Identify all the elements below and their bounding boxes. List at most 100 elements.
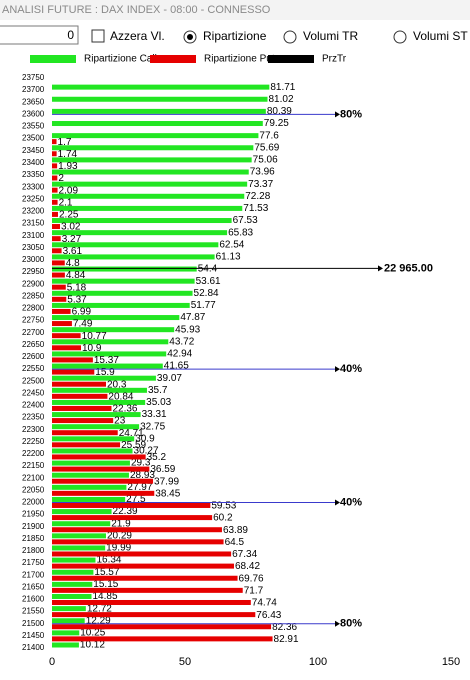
data-label: 20.29 (107, 530, 132, 541)
bar (52, 624, 272, 630)
data-label: 80.39 (267, 106, 292, 117)
y-tick-label: 22850 (22, 291, 45, 300)
y-tick-label: 22450 (22, 388, 45, 397)
bar (52, 357, 93, 363)
bar (52, 187, 58, 193)
y-tick-label: 23150 (22, 219, 45, 228)
radio-label[interactable]: Ripartizione (203, 29, 267, 43)
data-label: 71.53 (243, 203, 268, 214)
data-label: 21.9 (111, 518, 131, 529)
x-tick-label: 150 (442, 656, 460, 668)
y-tick-label: 22150 (22, 461, 45, 470)
data-label: 67.34 (232, 549, 257, 560)
bar (52, 224, 61, 230)
bar (52, 169, 249, 175)
bar (52, 302, 190, 308)
y-tick-label: 22650 (22, 340, 45, 349)
arrow-head (335, 620, 340, 627)
y-tick-label: 22550 (22, 364, 45, 373)
data-label: 2 (58, 173, 64, 184)
data-label: 15.37 (94, 355, 119, 366)
bar (52, 248, 62, 254)
y-tick-label: 22200 (22, 449, 45, 458)
legend-swatch (150, 55, 196, 63)
bar (52, 327, 175, 333)
y-tick-label: 23300 (22, 182, 45, 191)
data-label: 30.27 (134, 446, 159, 457)
bar (52, 375, 156, 381)
y-tick-label: 23050 (22, 243, 45, 252)
y-tick-label: 22350 (22, 413, 45, 422)
data-label: 61.13 (216, 252, 241, 263)
data-label: 15.57 (94, 567, 119, 578)
bar (52, 557, 96, 563)
y-tick-label: 22500 (22, 376, 45, 385)
arrow-head (335, 111, 340, 118)
bar (52, 515, 213, 521)
bar (52, 478, 154, 484)
bar (52, 205, 243, 211)
data-label: 28.93 (130, 470, 155, 481)
level-label: 40% (340, 363, 362, 375)
level-label: 80% (340, 618, 362, 630)
bar (52, 199, 58, 205)
data-label: 73.96 (250, 167, 275, 178)
bar (52, 218, 232, 224)
data-label: 10.9 (82, 343, 102, 354)
input-value[interactable]: 0 (67, 28, 74, 42)
bar (52, 642, 79, 648)
radio-label[interactable]: Volumi TR (303, 29, 358, 43)
bar (52, 636, 273, 642)
radio[interactable] (393, 30, 407, 44)
data-label: 30.9 (135, 433, 155, 444)
bar (52, 424, 140, 430)
data-label: 43.72 (169, 336, 194, 347)
data-label: 35.03 (146, 397, 171, 408)
bar (52, 333, 81, 339)
data-label: 20.84 (108, 391, 133, 402)
bar (52, 509, 112, 515)
radio[interactable] (283, 30, 297, 44)
bar (52, 363, 163, 369)
y-tick-label: 23200 (22, 207, 45, 216)
bar (52, 351, 167, 357)
data-label: 64.5 (225, 537, 245, 548)
y-tick-label: 21400 (22, 643, 45, 652)
bar (52, 502, 211, 508)
data-label: 4.8 (66, 258, 80, 269)
data-label: 2.09 (59, 185, 79, 196)
x-tick-label: 0 (49, 656, 55, 668)
bar (52, 436, 135, 442)
bar (52, 618, 85, 624)
input-box[interactable] (0, 25, 79, 45)
bar (52, 393, 108, 399)
data-label: 6.99 (72, 307, 92, 318)
checkbox-label[interactable]: Azzera Vl. (110, 29, 165, 43)
data-label: 3.27 (62, 234, 82, 245)
y-tick-label: 23700 (22, 85, 45, 94)
bar (52, 175, 58, 181)
data-label: 45.93 (175, 324, 200, 335)
bar (52, 139, 57, 145)
data-label: 71.7 (244, 586, 264, 597)
radio-label[interactable]: Volumi ST (413, 29, 468, 43)
data-label: 65.83 (228, 227, 253, 238)
bar (52, 545, 106, 551)
data-label: 19.99 (106, 543, 131, 554)
y-tick-label: 21600 (22, 595, 45, 604)
data-label: 4.84 (66, 270, 86, 281)
checkbox[interactable] (91, 29, 105, 43)
bar (52, 96, 268, 102)
data-label: 1.93 (58, 161, 78, 172)
data-label: 77.6 (259, 130, 279, 141)
data-label: 42.94 (167, 349, 192, 360)
data-label: 7.49 (73, 319, 93, 330)
y-tick-label: 23400 (22, 158, 45, 167)
bar (52, 569, 94, 575)
data-label: 51.77 (191, 300, 216, 311)
data-label: 59.53 (211, 501, 236, 512)
data-label: 79.25 (264, 118, 289, 129)
data-label: 20.3 (107, 379, 127, 390)
data-label: 35.7 (148, 385, 168, 396)
